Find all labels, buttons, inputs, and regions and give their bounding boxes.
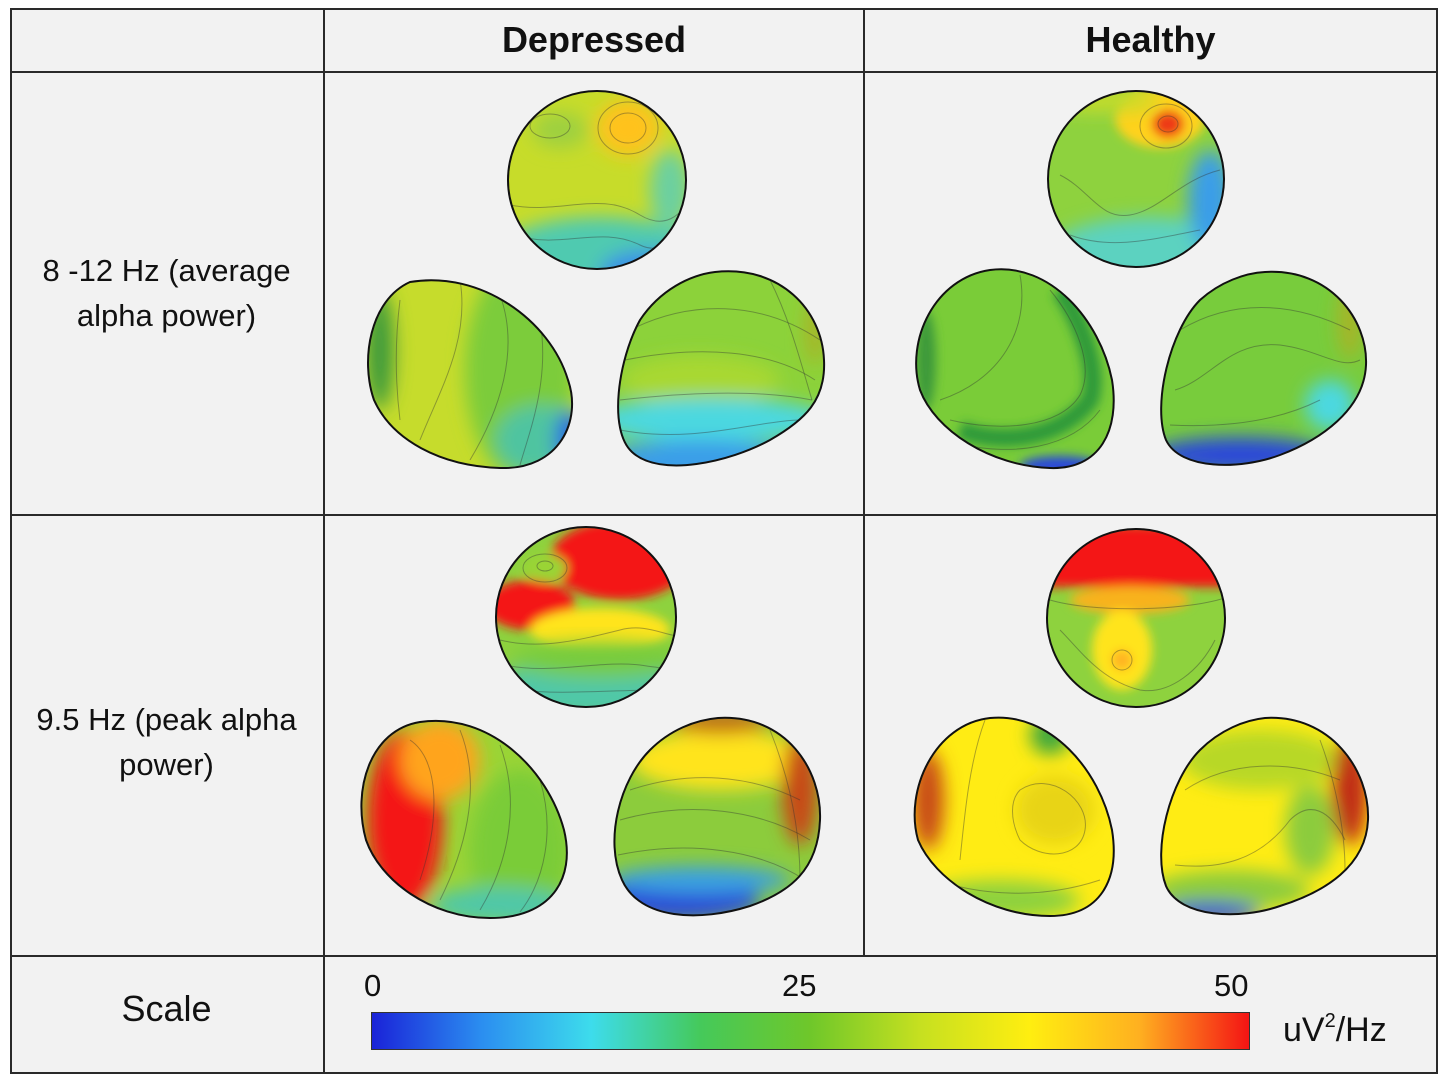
- topomap-healthy-peak-right: [1160, 716, 1370, 916]
- row-label-peak-alpha: 9.5 Hz (peak alpha power): [10, 697, 323, 787]
- color-scale-bar: [371, 1012, 1250, 1050]
- scale-label: Scale: [121, 988, 212, 1029]
- header-divider: [10, 71, 1438, 73]
- label-column-divider: [323, 8, 325, 1074]
- topomap-healthy-alpha-right: [1160, 270, 1368, 466]
- topomap-depressed-alpha-left: [367, 279, 573, 470]
- table-border-right: [1436, 8, 1438, 1074]
- row-label-line: 8 -12 Hz (average: [42, 253, 291, 288]
- topomap-depressed-peak-right: [613, 716, 822, 917]
- table-border-bottom: [10, 1072, 1438, 1074]
- group-column-divider: [863, 8, 865, 956]
- header-depressed: Depressed: [501, 19, 687, 60]
- scale-tick-mid: 25: [782, 968, 817, 1003]
- topomap-depressed-alpha-right: [617, 270, 826, 467]
- scale-divider: [10, 955, 1438, 957]
- row-label-line: power): [119, 747, 214, 782]
- table-border-top: [10, 8, 1438, 10]
- scale-tick-min: 0: [364, 968, 382, 1003]
- topomap-depressed-peak-top: [495, 526, 677, 708]
- topomap-healthy-peak-top: [1046, 528, 1226, 708]
- row-divider: [10, 514, 1438, 516]
- unit-base: uV: [1283, 1011, 1325, 1049]
- row-label-line: 9.5 Hz (peak alpha: [36, 702, 297, 737]
- unit-tail: /Hz: [1335, 1011, 1387, 1049]
- unit-superscript: 2: [1324, 1010, 1336, 1032]
- topomap-healthy-peak-left: [913, 716, 1115, 918]
- scale-unit: uV2/Hz: [1283, 1010, 1387, 1050]
- topomap-healthy-alpha-top: [1047, 90, 1225, 268]
- row-label-average-alpha: 8 -12 Hz (average alpha power): [10, 248, 323, 338]
- header-healthy: Healthy: [1085, 19, 1216, 60]
- table-border-left: [10, 8, 12, 1074]
- topomap-depressed-alpha-top: [507, 90, 687, 270]
- scale-tick-max: 50: [1214, 968, 1249, 1003]
- row-label-line: alpha power): [76, 298, 257, 333]
- topomap-healthy-alpha-left: [915, 268, 1115, 470]
- topomap-depressed-peak-left: [360, 719, 568, 920]
